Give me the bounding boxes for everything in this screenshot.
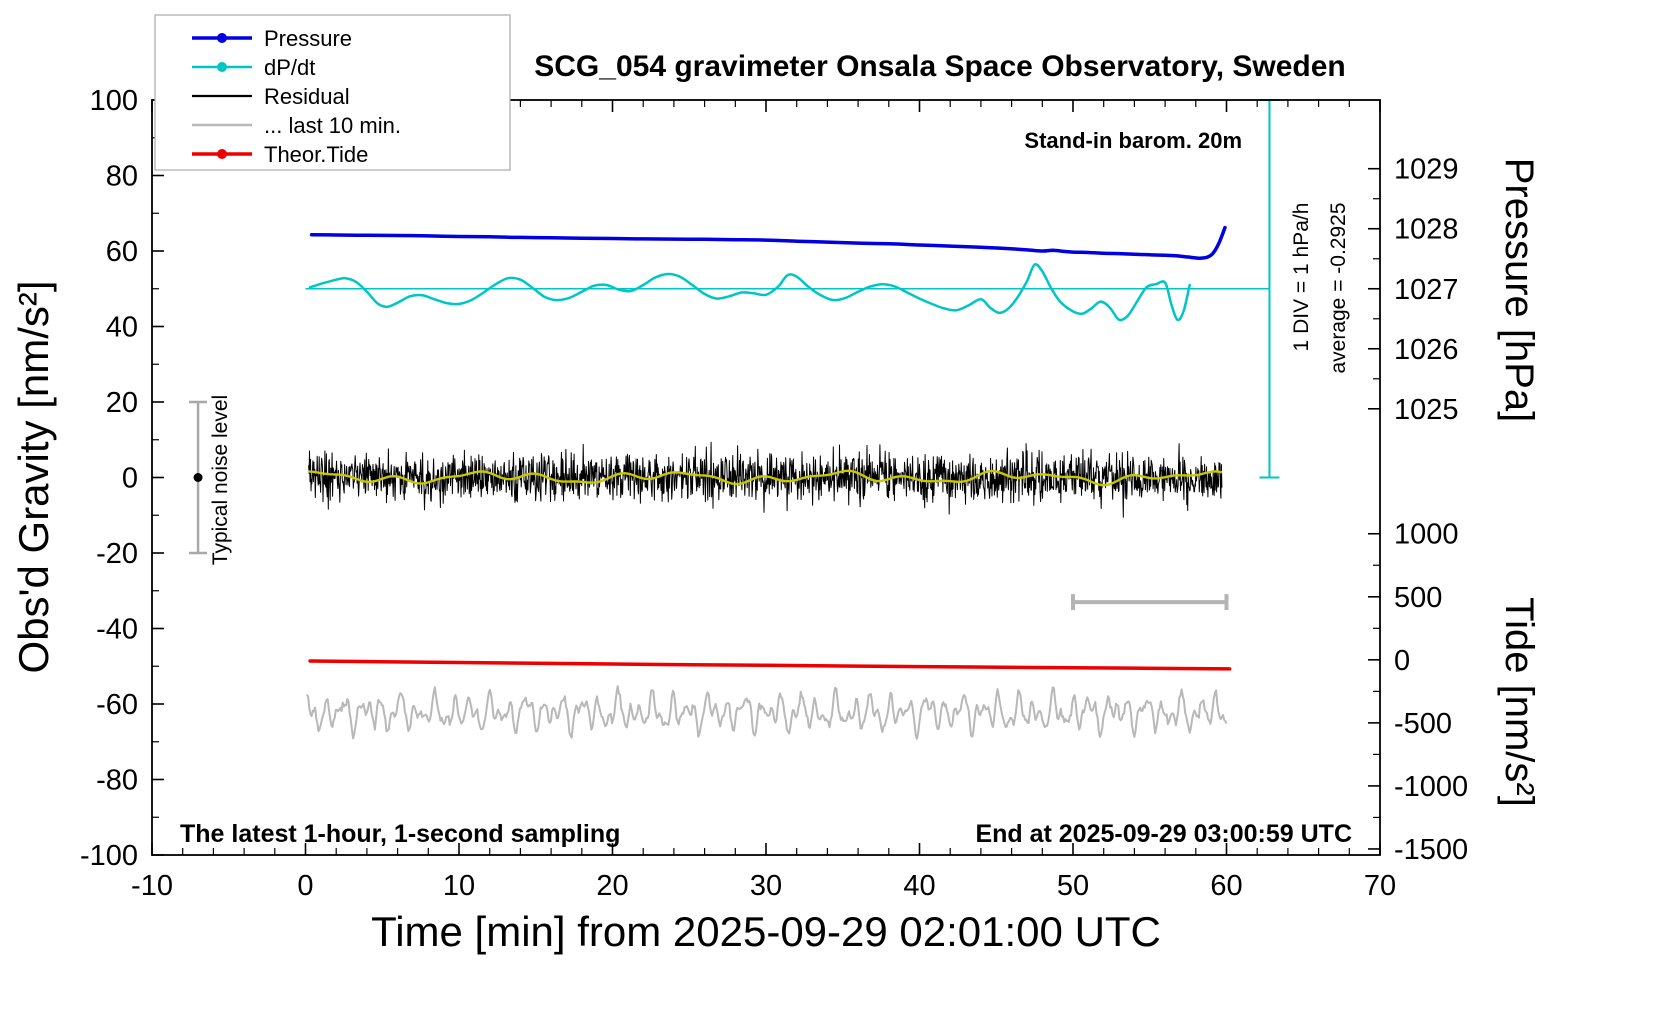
legend-item-label: Residual	[264, 84, 350, 109]
y-tick-label: -100	[80, 840, 138, 872]
chart-title: SCG_054 gravimeter Onsala Space Observat…	[534, 50, 1346, 83]
chart-series-layer	[189, 99, 1280, 740]
pressure-tick-label: 1028	[1394, 214, 1459, 246]
tide-tick-label: 500	[1394, 582, 1442, 614]
x-tick-label: 0	[297, 870, 313, 902]
dpdt-series	[308, 263, 1191, 322]
y-tick-label: -80	[96, 765, 138, 797]
y-tick-label: 0	[122, 463, 138, 495]
legend-box	[154, 14, 511, 171]
standin-barometer-note: Stand-in barom. 20m	[1024, 128, 1242, 153]
pressure-series	[309, 225, 1227, 260]
x-axis-title: Time [min] from 2025-09-29 02:01:00 UTC	[371, 908, 1161, 955]
pressure-tick-label: 1027	[1394, 274, 1459, 306]
axis-ticks-layer: -10 0 10 20 30 40 50 60 70-100-80-60-40-20020406…	[80, 85, 1468, 902]
y-tick-label: 80	[106, 161, 138, 193]
tide-tick-label: -1500	[1394, 834, 1468, 866]
theor-tide-series	[308, 659, 1232, 671]
y-tick-label: 60	[106, 236, 138, 268]
typical-noise-level-label: Typical noise level	[209, 395, 232, 565]
legend-item-label: Pressure	[264, 26, 352, 51]
noise-level-dot	[193, 473, 203, 482]
tide-tick-label: 1000	[1394, 519, 1459, 551]
x-tick-label: 60	[1210, 870, 1242, 902]
legend-dot-sample	[217, 33, 227, 43]
div-scale-note: 1 DIV = 1 hPa/h	[1290, 203, 1313, 352]
legend-item-label: Theor.Tide	[264, 142, 368, 167]
residual-series	[308, 441, 1223, 518]
last-10-min-series	[306, 685, 1228, 740]
x-tick-label: -10	[131, 870, 173, 902]
tide-axis-title: Tide [nm/s²]	[1497, 597, 1541, 807]
tide-tick-label: 0	[1394, 645, 1410, 677]
tide-tick-label: -500	[1394, 708, 1452, 740]
y-tick-label: 40	[106, 312, 138, 344]
pressure-tick-label: 1026	[1394, 334, 1459, 366]
y-tick-label: -60	[96, 689, 138, 721]
sampling-note: The latest 1-hour, 1-second sampling	[180, 820, 620, 848]
pressure-axis-title: Pressure [hPa]	[1497, 158, 1541, 423]
x-tick-label: 40	[903, 870, 935, 902]
x-tick-label: 50	[1057, 870, 1089, 902]
residual-smoothed-series	[308, 469, 1223, 487]
y-axis-title: Obs'd Gravity [nm/s²]	[10, 280, 57, 673]
tide-tick-label: -1000	[1394, 771, 1468, 803]
x-tick-label: 20	[596, 870, 628, 902]
end-time-note: End at 2025-09-29 03:00:59 UTC	[975, 820, 1352, 848]
pressure-tick-label: 1029	[1394, 154, 1459, 186]
y-tick-label: -20	[96, 538, 138, 570]
legend-item-label: ... last 10 min.	[264, 113, 401, 138]
x-tick-label: 70	[1364, 870, 1396, 902]
average-note: average = -0.2925	[1327, 202, 1350, 373]
legend-dot-sample	[217, 149, 227, 159]
y-tick-label: 20	[106, 387, 138, 419]
y-tick-label: 100	[90, 85, 138, 117]
legend: Pressure dP/dt Residual ... last 10 min. The…	[154, 14, 511, 171]
legend-item-label: dP/dt	[264, 55, 315, 80]
x-tick-label: 10	[443, 870, 475, 902]
x-tick-label: 30	[750, 870, 782, 902]
y-tick-label: -40	[96, 614, 138, 646]
pressure-tick-label: 1025	[1394, 394, 1459, 426]
legend-dot-sample	[217, 62, 227, 72]
